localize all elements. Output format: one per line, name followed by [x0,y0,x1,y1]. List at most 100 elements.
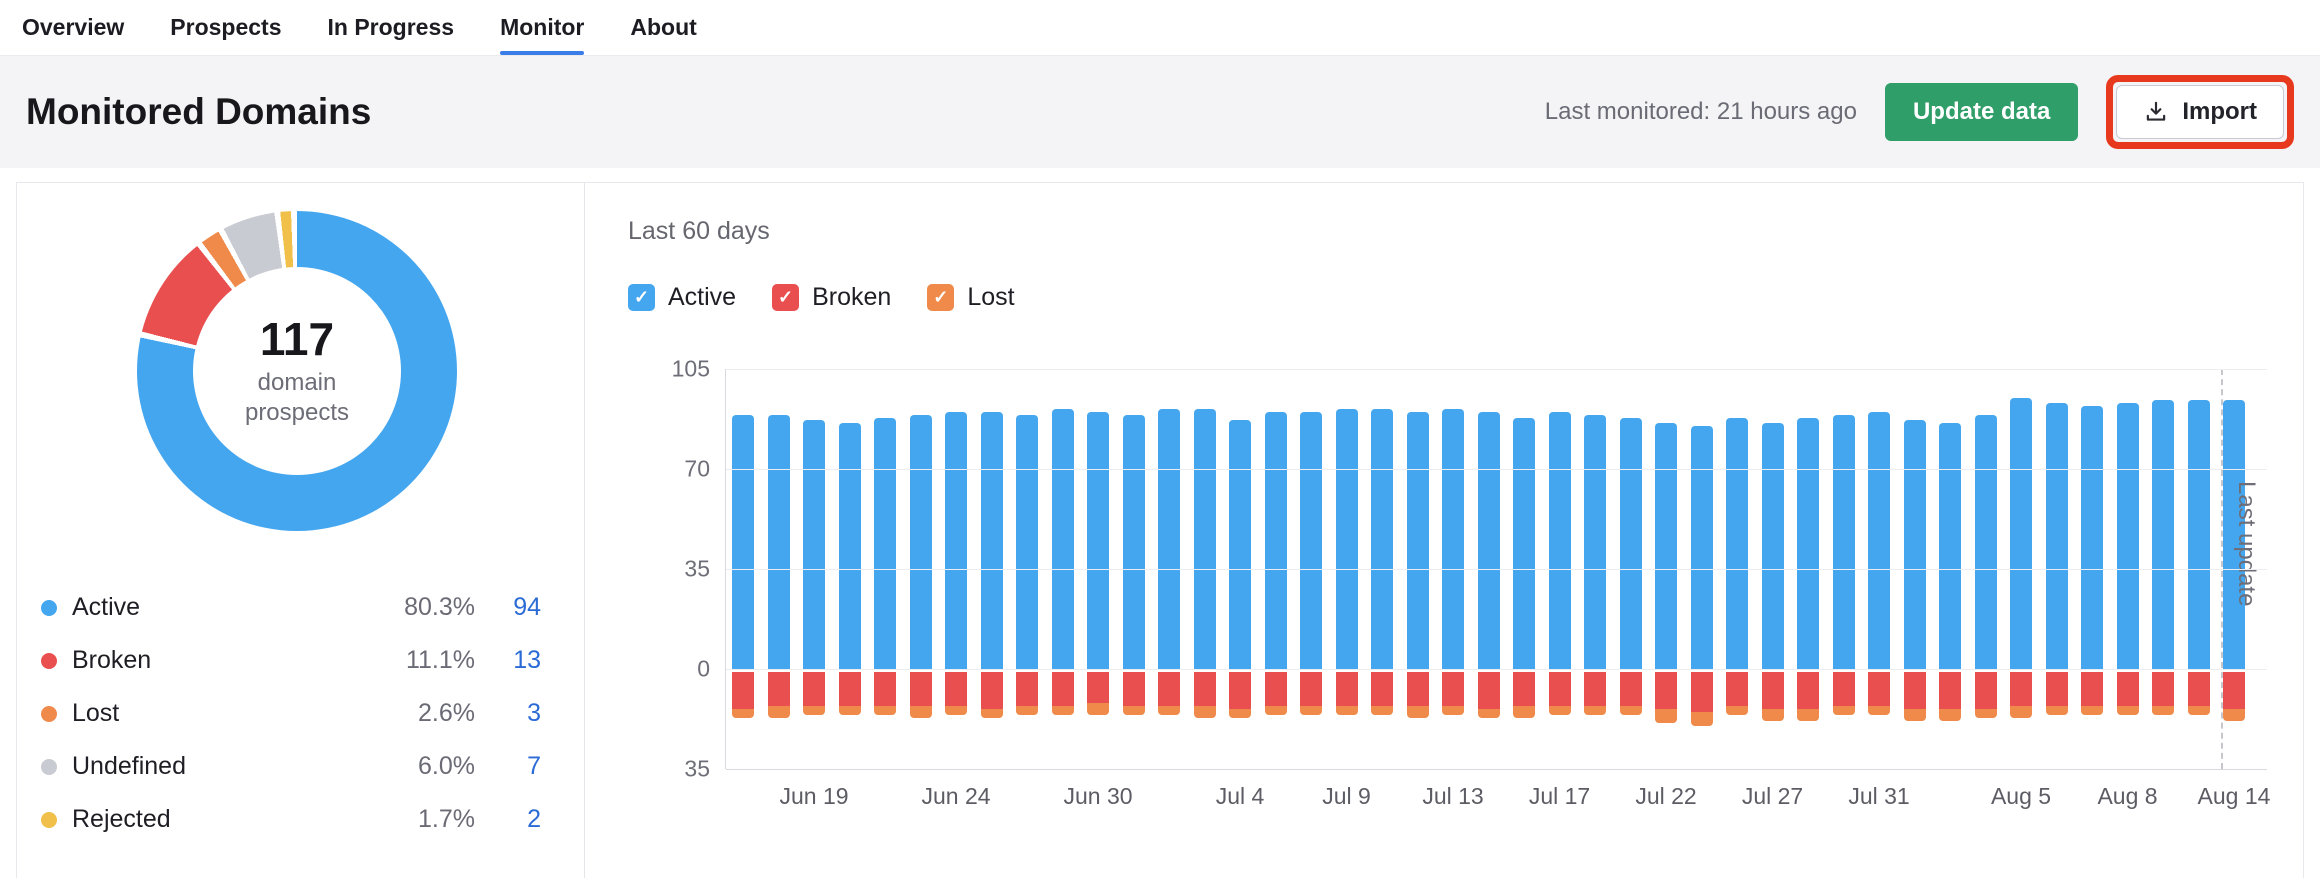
bar[interactable] [1051,369,1074,769]
bar[interactable] [2081,369,2103,769]
page-header: Monitored Domains Last monitored: 21 hou… [0,56,2320,168]
donut-chart: 117 domain prospects [137,211,457,531]
bar[interactable] [1300,369,1322,769]
bar[interactable] [803,369,825,769]
bar[interactable] [1087,369,1109,769]
bar-segment-active [1761,423,1784,669]
update-data-button[interactable]: Update data [1884,83,2079,141]
filter-label: Active [668,283,737,311]
check-icon: ✓ [633,287,650,307]
bar-segment-broken [2116,672,2139,707]
bar-segment-broken [1797,672,1819,710]
tab-overview[interactable]: Overview [22,14,125,40]
bar-segment-broken [1513,672,1535,707]
bar-segment-broken [1371,672,1393,707]
bar[interactable] [874,369,896,769]
lost-checkbox[interactable]: ✓ [927,284,955,311]
bar[interactable] [1264,369,1287,769]
bar[interactable] [1619,369,1642,769]
bar[interactable] [945,369,967,769]
legend-row: Undefined 6.0% 7 [41,740,541,793]
broken-checkbox[interactable]: ✓ [772,284,800,311]
bar-segment-broken [2223,672,2245,710]
legend-count-link[interactable]: 7 [527,752,541,780]
bar[interactable] [2223,369,2245,769]
bar[interactable] [909,369,932,769]
bar[interactable] [2187,369,2210,769]
bar[interactable] [1832,369,1855,769]
legend-count-link[interactable]: 94 [513,593,541,621]
bar[interactable] [1797,369,1819,769]
tab-in-progress[interactable]: In Progress [327,14,455,40]
bar[interactable] [1584,369,1606,769]
bar[interactable] [1726,369,1748,769]
donut-legend: Active 80.3% 94 Broken 11.1% 13 Lost 2.6… [41,581,541,846]
bars-container [732,369,2252,769]
legend-row: Broken 11.1% 13 [41,634,541,687]
bar-segment-active [1442,409,1464,669]
tab-prospects[interactable]: Prospects [170,14,282,40]
bar[interactable] [1016,369,1038,769]
bar-segment-active [1371,409,1393,669]
bar-segment-broken [1335,672,1358,707]
bar[interactable] [1442,369,1464,769]
bar[interactable] [1193,369,1216,769]
bar-segment-active [945,411,967,669]
tab-about[interactable]: About [630,14,697,40]
bar[interactable] [767,369,790,769]
legend-count-link[interactable]: 2 [527,805,541,833]
donut-total: 117 [259,312,335,365]
legend-label: Broken [72,646,152,674]
bar-segment-broken [1548,672,1571,707]
bar[interactable] [732,369,754,769]
bar[interactable] [2152,369,2174,769]
bar[interactable] [1371,369,1393,769]
bar[interactable] [1122,369,1145,769]
bar[interactable] [1335,369,1358,769]
bar-segment-lost [2116,706,2139,715]
bar-segment-broken [1300,672,1322,707]
bar-segment-active [732,414,754,669]
bar-segment-lost [1939,709,1961,721]
bar-segment-broken [1939,672,1961,710]
bar[interactable] [1939,369,1961,769]
x-axis-label: Jul 22 [1635,783,1697,809]
bar-segment-lost [1087,703,1109,715]
bar-segment-broken [1477,672,1500,710]
page-title: Monitored Domains [26,91,372,132]
bar-segment-active [1477,411,1500,669]
filter-lost[interactable]: ✓ Lost [927,283,1015,312]
bar[interactable] [1548,369,1571,769]
bar[interactable] [2010,369,2032,769]
bar-segment-lost [945,706,967,715]
bar[interactable] [1229,369,1251,769]
bar-segment-lost [732,709,754,718]
legend-count-link[interactable]: 13 [513,646,541,674]
bar-segment-lost [2152,706,2174,715]
bar[interactable] [1158,369,1180,769]
bar[interactable] [1868,369,1890,769]
bar-segment-broken [2081,672,2103,707]
bar[interactable] [1903,369,1926,769]
bar[interactable] [1655,369,1677,769]
bar[interactable] [1974,369,1997,769]
legend-count-link[interactable]: 3 [527,699,541,727]
bar[interactable] [1513,369,1535,769]
tab-monitor[interactable]: Monitor [500,0,585,55]
bar[interactable] [838,369,861,769]
bar[interactable] [980,369,1003,769]
active-checkbox[interactable]: ✓ [628,284,655,311]
bar[interactable] [1406,369,1429,769]
bar-segment-lost [1584,706,1606,715]
bar-segment-broken [945,672,967,707]
filter-broken[interactable]: ✓ Broken [772,283,891,312]
filter-active[interactable]: ✓ Active [628,283,736,312]
bar[interactable] [1690,369,1713,769]
x-axis-label: Jul 31 [1848,783,1910,809]
bar-segment-lost [909,706,932,718]
import-button[interactable]: Import [2116,85,2284,139]
bar[interactable] [1477,369,1500,769]
bar-segment-lost [1797,709,1819,721]
bar[interactable] [1761,369,1784,769]
bar-segment-active [2187,400,2210,669]
